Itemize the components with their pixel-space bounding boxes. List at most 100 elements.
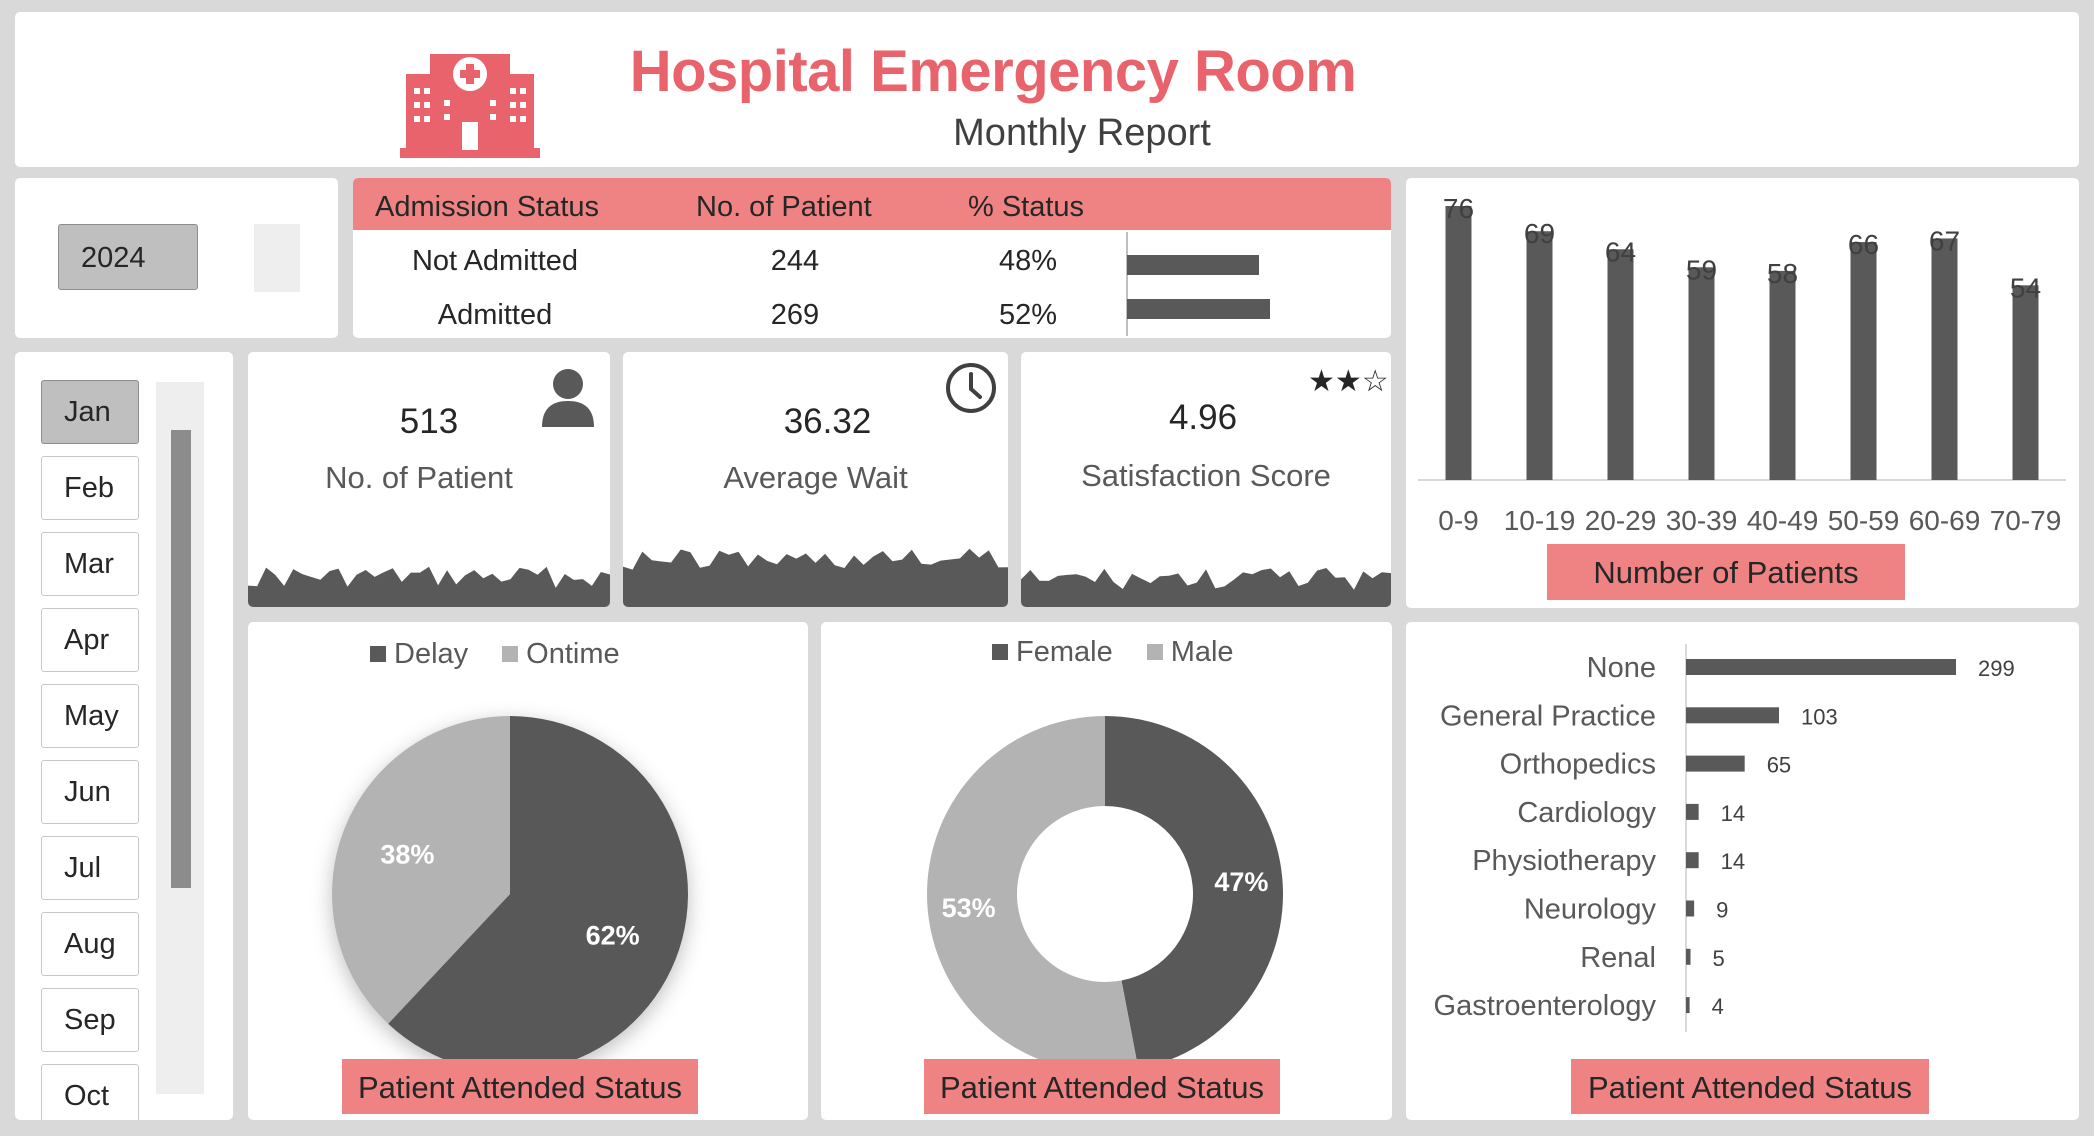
tick-label: 50-59 (1828, 505, 1900, 536)
admission-row-pct: 52% (998, 299, 1058, 331)
data-label: 47% (1214, 867, 1268, 897)
kpi-sparkline (248, 566, 610, 607)
month-button-apr[interactable]: Apr (41, 608, 139, 672)
chart-legend: Delay Ontime (370, 638, 620, 671)
admission-row-count: 244 (770, 245, 820, 277)
tick-label: Orthopedics (1500, 749, 1656, 781)
tick-label: None (1587, 652, 1656, 684)
admission-table-header: Admission Status No. of Patient % Status (353, 178, 1391, 230)
data-label: 58 (1767, 258, 1798, 289)
data-label: 14 (1721, 801, 1745, 826)
kpi-sparkline (623, 548, 1008, 607)
month-button-jun[interactable]: Jun (41, 760, 139, 824)
year-slicer-scroll-area[interactable] (254, 224, 300, 292)
data-label: 66 (1848, 229, 1879, 260)
tick-label: 20-29 (1585, 505, 1657, 536)
month-slicer-scroll-thumb[interactable] (171, 430, 191, 888)
bar (1686, 948, 1691, 965)
tick-label: Cardiology (1517, 797, 1656, 829)
admission-status-table: Admission Status No. of Patient % Status… (353, 178, 1391, 338)
admission-row-status: Not Admitted (411, 245, 579, 277)
data-label: 59 (1686, 254, 1717, 285)
tick-label: 40-49 (1747, 505, 1819, 536)
data-label: 64 (1605, 236, 1636, 267)
chart-badge: Number of Patients (1547, 544, 1905, 600)
bar (1688, 267, 1715, 480)
kpi-label: Average Wait (723, 460, 908, 495)
data-label: 4 (1712, 994, 1724, 1019)
kpi-card-average-wait: 36.32 Average Wait (623, 352, 1008, 607)
chart-legend: Female Male (992, 636, 1234, 669)
chart-badge: Patient Attended Status (342, 1059, 698, 1114)
attended-status-pie-panel: Delay Ontime 62% 38% Patient Attended Sta… (248, 622, 808, 1120)
department-chart-panel: None 299 General Practice 103 Orthopedics 65 C… (1406, 622, 2079, 1120)
page-title: Hospital Emergency Room (629, 39, 1357, 104)
legend-item-female: Female (992, 636, 1113, 669)
tick-label: Renal (1580, 942, 1656, 974)
data-label: 53% (942, 893, 996, 923)
bar (1686, 900, 1695, 917)
tick-label: Gastroenterology (1434, 990, 1657, 1022)
bar (1686, 707, 1780, 724)
tick-label: 0-9 (1438, 505, 1478, 536)
admission-row-pct: 48% (998, 245, 1058, 277)
bar (1686, 755, 1745, 772)
sparkline-area (248, 566, 610, 607)
bar (1607, 249, 1634, 480)
donut-slice (927, 716, 1138, 1062)
month-button-mar[interactable]: Mar (41, 532, 139, 596)
year-button-selected[interactable]: 2024 (58, 224, 198, 290)
tick-label: 60-69 (1909, 505, 1981, 536)
tick-label: General Practice (1440, 700, 1656, 732)
bar (1526, 231, 1553, 480)
month-button-may[interactable]: May (41, 684, 139, 748)
kpi-label: Satisfaction Score (1081, 458, 1331, 493)
data-label: 9 (1716, 898, 1728, 923)
department-bar-chart: None 299 General Practice 103 Orthopedics 65 C… (1434, 644, 2015, 1032)
data-label: 103 (1801, 704, 1838, 729)
month-button-jan[interactable]: Jan (41, 380, 139, 444)
gender-donut-panel: Female Male 47% 53% Patient Attended Stat… (821, 622, 1392, 1120)
attended-status-pie-chart: 62% 38% (332, 716, 688, 1062)
chart-badge: Patient Attended Status (924, 1059, 1280, 1114)
age-group-bar-chart: 76 0-9 69 10-19 64 20-29 59 30-39 58 40-49 66 50-59… (1418, 193, 2066, 536)
month-button-feb[interactable]: Feb (41, 456, 139, 520)
gender-donut-chart: 47% 53% (927, 716, 1283, 1062)
data-label: 54 (2010, 272, 2041, 303)
header-pct-status: % Status (968, 191, 1085, 223)
admission-row-status: Admitted (437, 299, 553, 331)
kpi-card-satisfaction: 4.96 Satisfaction Score ★★☆ (1021, 352, 1391, 607)
data-label: 67 (1929, 225, 1960, 256)
header-no-of-patient: No. of Patient (696, 191, 872, 223)
stars-icon: ★★☆ (1308, 364, 1389, 399)
bar (1686, 997, 1690, 1014)
kpi-sparkline (1021, 568, 1391, 607)
bar (1686, 659, 1956, 675)
month-button-aug[interactable]: Aug (41, 912, 139, 976)
data-label: 299 (1978, 656, 2015, 681)
tick-label: Physiotherapy (1472, 845, 1656, 877)
month-button-sep[interactable]: Sep (41, 988, 139, 1052)
admission-bar-admitted (1127, 299, 1270, 319)
hospital-icon (400, 54, 540, 158)
legend-item-delay: Delay (370, 638, 468, 671)
tick-label: 70-79 (1990, 505, 2062, 536)
admission-bar-not-admitted (1127, 255, 1259, 275)
kpi-value: 36.32 (783, 402, 872, 441)
tick-label: 10-19 (1504, 505, 1576, 536)
pie-slice (332, 716, 510, 1024)
month-button-jul[interactable]: Jul (41, 836, 139, 900)
donut-slice (1105, 716, 1283, 1062)
bar (1686, 852, 1699, 869)
kpi-value: 4.96 (1168, 398, 1238, 437)
sparkline-area (623, 548, 1008, 607)
bar (2012, 285, 2039, 480)
age-group-chart-panel: 76 0-9 69 10-19 64 20-29 59 30-39 58 40-49 66 50-59… (1406, 178, 2079, 608)
year-slicer: 2024 (15, 178, 338, 338)
legend-item-male: Male (1146, 636, 1234, 669)
pie-group (332, 716, 688, 1062)
month-button-oct[interactable]: Oct (41, 1064, 139, 1120)
bar (1769, 270, 1796, 480)
legend-item-ontime: Ontime (502, 638, 620, 671)
person-icon (542, 369, 594, 427)
